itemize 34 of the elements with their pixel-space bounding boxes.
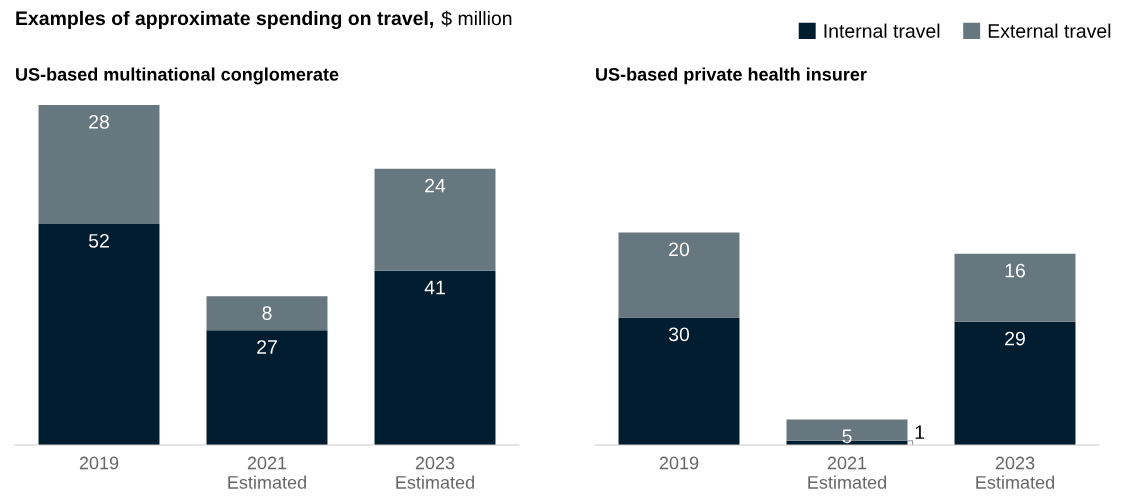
text: $ million — [441, 10, 512, 27]
data-label: 30 — [668, 327, 690, 342]
chart-title: US-based multinational conglomerate — [16, 67, 339, 85]
bar — [618, 232, 740, 318]
legend-label: External travel — [988, 23, 1111, 38]
x-tick-label: 2019 — [79, 456, 119, 470]
text: Examples of approximate spending on travel, — [16, 10, 433, 30]
data-label: 16 — [1005, 263, 1025, 278]
data-label: 27 — [257, 340, 277, 354]
chart-title: US-based private health insurer — [596, 67, 867, 85]
bar — [206, 296, 328, 331]
bar — [38, 224, 160, 445]
data-label: 24 — [425, 178, 446, 193]
bar — [206, 330, 328, 445]
data-label: 1 — [915, 425, 925, 439]
x-tick-label: 2021 Estimated — [808, 456, 886, 489]
bar — [374, 168, 496, 271]
bar — [954, 253, 1076, 322]
data-label: 5 — [842, 429, 852, 444]
bar — [374, 270, 496, 445]
legend-label: Internal travel — [824, 23, 940, 38]
data-label: 28 — [89, 114, 109, 129]
data-label: 52 — [88, 233, 109, 248]
data-label: 29 — [1005, 331, 1025, 346]
bar — [38, 105, 160, 225]
x-tick-label: 2023 Estimated — [396, 456, 474, 489]
bar — [954, 321, 1076, 445]
x-tick-label: 2023 Estimated — [976, 456, 1054, 489]
x-tick-label: 2019 — [659, 456, 699, 470]
x-tick-label: 2021 Estimated — [228, 456, 306, 489]
data-label: 41 — [424, 280, 445, 295]
bar — [618, 317, 740, 445]
data-label: 8 — [262, 306, 272, 320]
data-label: 20 — [669, 242, 690, 257]
